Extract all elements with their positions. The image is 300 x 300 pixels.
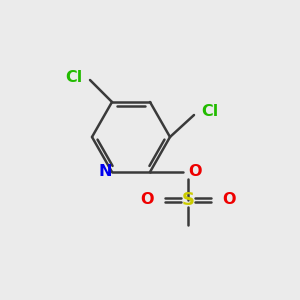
Text: N: N: [98, 164, 112, 179]
Text: O: O: [140, 193, 154, 208]
Text: S: S: [182, 191, 194, 209]
Text: Cl: Cl: [201, 104, 218, 119]
Text: Cl: Cl: [66, 70, 83, 85]
Text: O: O: [222, 193, 236, 208]
Text: O: O: [188, 164, 202, 179]
